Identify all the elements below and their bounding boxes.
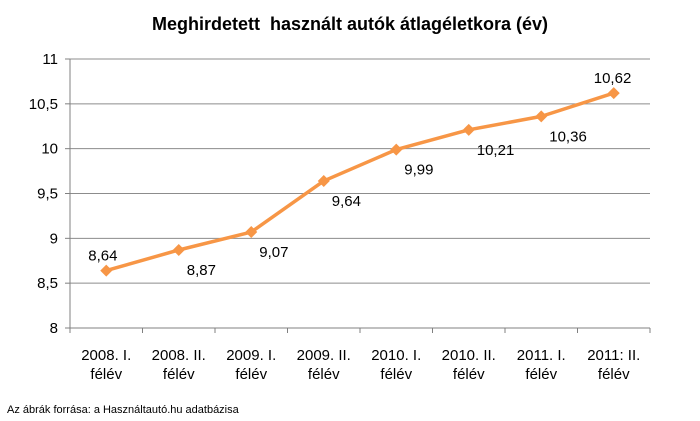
- source-note: Az ábrák forrása: a Használtautó.hu adat…: [7, 404, 239, 416]
- data-label: 10,36: [549, 128, 587, 145]
- x-tick-label: 2009. I. félév: [226, 347, 276, 383]
- data-point-marker: [462, 123, 475, 136]
- x-tick-label: 2008. II. félév: [152, 347, 206, 383]
- data-point-marker: [172, 243, 185, 256]
- y-tick-label: 9,5: [37, 186, 58, 203]
- x-axis-ticks: 2008. I. félév 2008. II. félév 2009. I. félév…: [81, 347, 640, 383]
- x-tick-label: 2009. II. félév: [297, 347, 351, 383]
- gridlines: [70, 58, 650, 284]
- x-tick-label: 2008. I. félév: [81, 347, 131, 383]
- y-tick-label: 10,5: [29, 96, 58, 113]
- x-tick-label: 2011: II. félév: [587, 347, 640, 383]
- data-labels: 8,64 8,87 9,07 9,64 9,99 10,21 10,36 10,62: [88, 70, 631, 279]
- data-label: 10,21: [477, 142, 515, 159]
- data-point-marker: [317, 174, 330, 187]
- data-label: 10,62: [594, 70, 632, 87]
- y-axis-ticks: 8 8,5 9 9,5 10 10,5 11: [29, 51, 58, 337]
- y-tick-label: 11: [42, 51, 58, 68]
- data-point-marker: [390, 143, 403, 156]
- y-tick-label: 9: [50, 230, 58, 247]
- y-tick-label: 8: [50, 320, 58, 337]
- x-tick-label: 2010. I. félév: [371, 347, 421, 383]
- x-tick-label: 2011. I. félév: [517, 347, 566, 383]
- series-markers: [100, 87, 620, 277]
- data-label: 8,64: [88, 248, 117, 265]
- chart-title: Meghirdetett használt autók átlagéletkor…: [151, 14, 549, 34]
- series-line: [105, 91, 615, 273]
- y-tick-label: 8,5: [37, 275, 58, 292]
- y-tick-label: 10: [41, 141, 58, 158]
- series-line-path: [105, 91, 615, 273]
- data-label: 9,99: [404, 162, 433, 179]
- data-label: 8,87: [187, 262, 216, 279]
- x-tick-label: 2010. II. félév: [442, 347, 496, 383]
- data-point-marker: [245, 226, 258, 239]
- data-label: 9,07: [259, 244, 288, 261]
- data-label: 9,64: [332, 193, 361, 210]
- axes: [65, 58, 651, 333]
- data-point-marker: [100, 264, 113, 277]
- data-point-marker: [535, 110, 548, 123]
- data-point-marker: [607, 87, 620, 100]
